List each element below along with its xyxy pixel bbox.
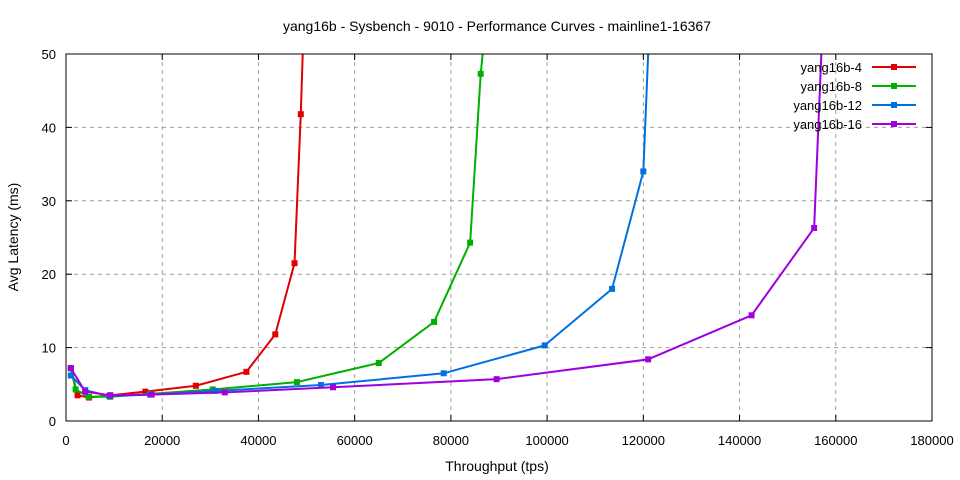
y-tick-label: 20 — [42, 267, 56, 282]
data-point — [640, 168, 647, 175]
series-yang16b-16 — [67, 53, 823, 399]
x-tick-label: 160000 — [814, 433, 857, 448]
data-point — [272, 331, 279, 338]
y-tick-label: 50 — [42, 47, 56, 62]
data-point — [477, 70, 484, 77]
y-tick-label: 40 — [42, 120, 56, 135]
data-point — [609, 285, 616, 292]
data-point — [142, 388, 149, 395]
data-point — [440, 370, 447, 377]
x-tick-label: 120000 — [622, 433, 665, 448]
data-point — [293, 379, 300, 386]
legend-swatch-marker — [891, 121, 897, 127]
x-tick-label: 100000 — [525, 433, 568, 448]
legend-item: yang16b-12 — [793, 98, 916, 113]
x-tick-label: 0 — [62, 433, 69, 448]
data-point — [67, 372, 74, 379]
data-point — [541, 342, 548, 349]
data-point — [330, 384, 337, 391]
legend-item: yang16b-16 — [793, 117, 916, 132]
series-lines — [67, 53, 823, 401]
data-point — [243, 368, 250, 375]
x-tick-label: 140000 — [718, 433, 761, 448]
y-axis-label: Avg Latency (ms) — [5, 183, 21, 292]
legend-label: yang16b-12 — [793, 98, 862, 113]
legend-swatch-marker — [891, 64, 897, 70]
data-point — [297, 111, 304, 118]
data-point — [431, 318, 438, 325]
data-point — [291, 260, 298, 267]
legend-item: yang16b-8 — [801, 79, 916, 94]
legend-swatch-marker — [891, 83, 897, 89]
grid-lines — [66, 54, 932, 421]
legend-label: yang16b-16 — [793, 117, 862, 132]
data-point — [811, 224, 818, 231]
x-axis-label: Throughput (tps) — [445, 458, 549, 474]
data-point — [212, 387, 219, 394]
y-tick-label: 0 — [49, 414, 56, 429]
data-point — [82, 388, 89, 395]
data-point — [67, 365, 74, 372]
y-tick-label: 10 — [42, 341, 56, 356]
data-point — [85, 393, 92, 400]
legend-item: yang16b-4 — [801, 60, 916, 75]
data-point — [221, 389, 228, 396]
legend: yang16b-4 yang16b-8 yang16b-12 yang16b-16 — [793, 60, 916, 132]
data-point — [148, 391, 155, 398]
data-point — [467, 239, 474, 246]
y-tick-label: 30 — [42, 194, 56, 209]
legend-label: yang16b-8 — [801, 79, 862, 94]
data-point — [645, 356, 652, 363]
axis-ticks: 0 20000 40000 60000 80000 100000 120000 140000 1… — [42, 47, 954, 448]
data-point — [375, 360, 382, 367]
x-tick-label: 80000 — [433, 433, 469, 448]
data-point — [74, 392, 81, 399]
data-point — [107, 392, 114, 399]
data-point — [192, 382, 199, 389]
data-point — [748, 312, 755, 319]
plot-frame — [65, 53, 933, 422]
x-tick-label: 40000 — [240, 433, 276, 448]
x-tick-label: 60000 — [337, 433, 373, 448]
x-tick-label: 20000 — [144, 433, 180, 448]
legend-swatch-marker — [891, 102, 897, 108]
x-tick-label: 180000 — [910, 433, 953, 448]
data-point — [72, 386, 79, 393]
chart-title: yang16b - Sysbench - 9010 - Performance … — [283, 18, 711, 34]
data-point — [493, 376, 500, 383]
data-point — [317, 382, 324, 389]
legend-label: yang16b-4 — [801, 60, 862, 75]
